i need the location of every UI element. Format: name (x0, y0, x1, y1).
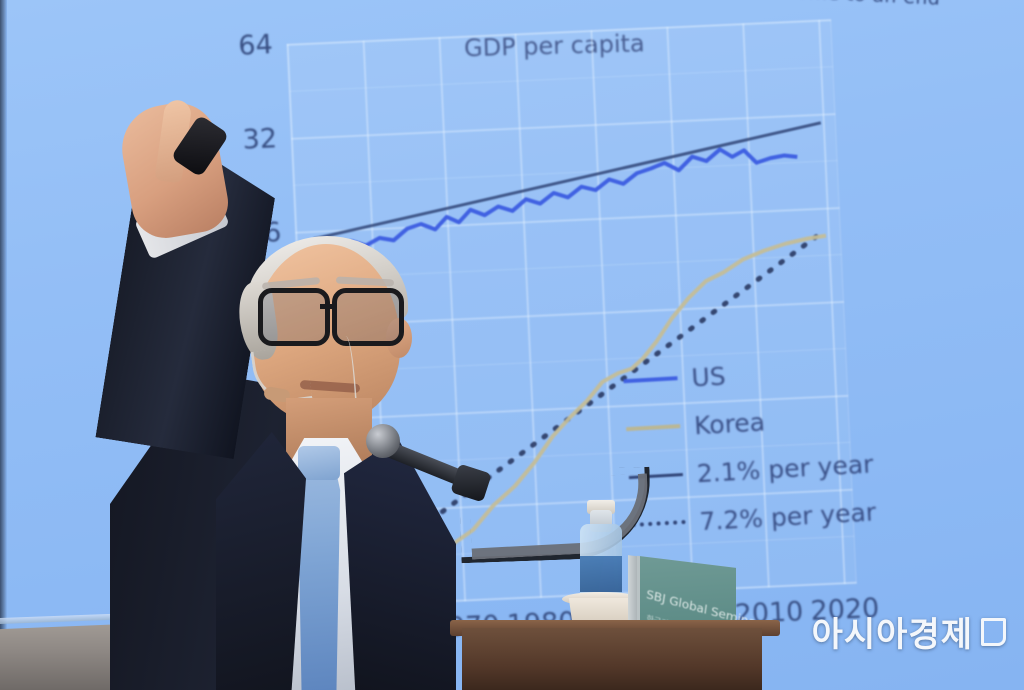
legend-label-trend-21: 2.1% per year (696, 448, 875, 488)
y-axis-label: $1000 (198, 283, 236, 379)
legend-label-trend-72: 7.2% per year (698, 496, 877, 536)
legend-label-us: US (690, 361, 727, 392)
watermark: 아시아경제 (812, 607, 1006, 656)
water-bottle-label (580, 556, 622, 592)
microphone-head-icon (366, 424, 400, 458)
ytick-16: 16 (246, 216, 282, 250)
legend-swatch-us-icon (623, 376, 678, 384)
series-us (313, 147, 798, 248)
ytick-32: 32 (241, 123, 278, 156)
series-trend-21 (313, 121, 822, 241)
screen-left-edge (0, 0, 7, 655)
ytick-8: 8 (267, 310, 287, 343)
watermark-text: 아시아경제 (811, 615, 973, 655)
legend-swatch-dotted-icon (631, 519, 686, 527)
legend-label-korea: Korea (693, 406, 766, 440)
legend-swatch-korea-icon (626, 424, 681, 432)
slide-headline: may have come to an end (682, 0, 1024, 17)
podium (462, 628, 762, 690)
watermark-flag-icon (981, 617, 1006, 646)
chart-legend: US Korea 2.1% per year 7.2% per year (622, 344, 877, 549)
ytick-64: 64 (237, 29, 274, 62)
